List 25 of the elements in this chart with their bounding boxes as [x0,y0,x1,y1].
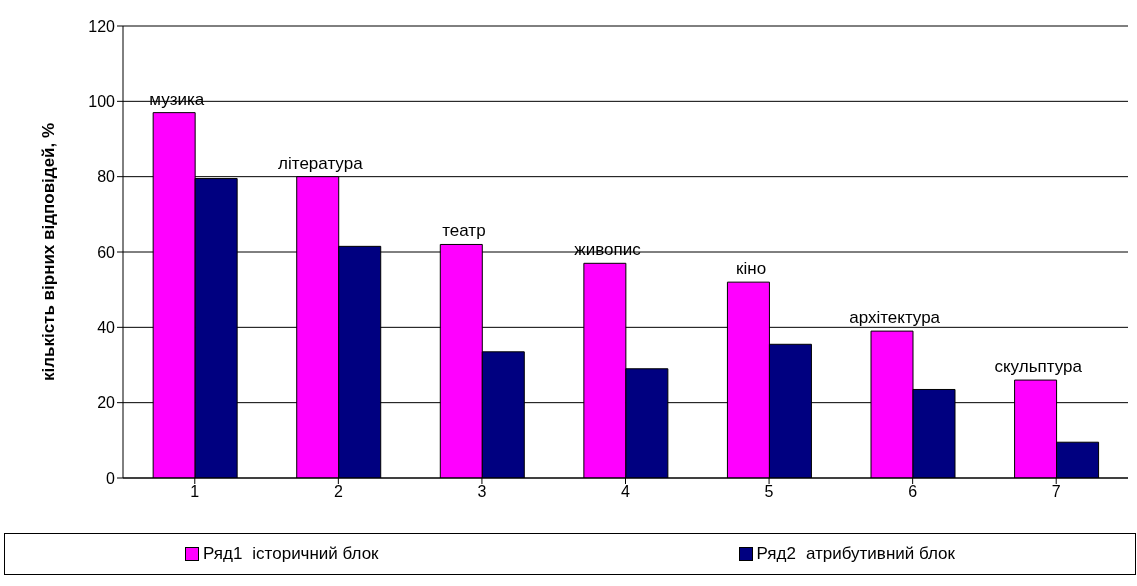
legend-label: Ряд2 [756,544,796,564]
annotation: архітектура [849,308,941,328]
x-tick-label: 4 [621,483,631,501]
y-tick-label: 80 [97,168,116,186]
y-tick-label: 100 [88,93,116,111]
annotation: кіно [736,259,767,279]
y-tick-label: 60 [97,243,116,261]
x-tick-label: 3 [477,483,487,501]
x-tick-label: 7 [1051,483,1061,501]
annotation: скульптура [994,357,1083,377]
x-tick-label: 5 [764,483,774,501]
annotation: література [278,153,364,173]
x-tick-label: 2 [333,483,343,501]
text: атрибутивний блок [805,544,955,564]
annotation: живопис [574,240,642,260]
x-tick-label: 6 [908,483,918,501]
y-tick-label: 20 [97,394,116,412]
y-tick-label: 40 [97,319,116,337]
text: історичний блок [252,544,379,564]
y-tick-label: 120 [88,17,116,35]
annotation: театр [442,221,486,241]
y-axis-title: кількість вірних відповідей, % [39,122,59,382]
y-tick-label: 0 [106,469,116,487]
legend-label: Ряд1 [202,544,243,564]
x-tick-label: 1 [190,483,200,501]
